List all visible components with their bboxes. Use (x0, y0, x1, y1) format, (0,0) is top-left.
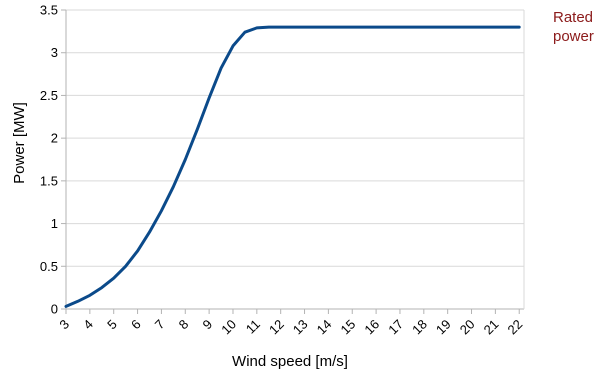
x-tick-label: 14 (314, 317, 335, 338)
y-tick-label: 1.5 (40, 173, 58, 188)
x-tick-label: 3 (56, 317, 72, 333)
y-tick-label: 0 (51, 302, 58, 317)
y-axis-title: Power [MW] (11, 102, 28, 184)
x-tick-label: 21 (481, 317, 502, 338)
series-line (64, 25, 521, 308)
y-tick-label: 3 (51, 45, 58, 60)
y-tick-label: 3.5 (40, 3, 58, 18)
y-tick-label: 2.5 (40, 88, 58, 103)
x-tick-label: 8 (176, 317, 192, 333)
y-tick-label: 1 (51, 216, 58, 231)
x-tick-label: 16 (361, 317, 382, 338)
rated-power-annotation: Rated power (553, 9, 594, 45)
series-group (64, 25, 521, 308)
x-tick-label: 5 (104, 317, 120, 333)
y-tick-label: 0.5 (40, 259, 58, 274)
x-tick-label: 15 (338, 317, 359, 338)
axes (61, 9, 525, 314)
x-tick-label: 11 (243, 317, 263, 337)
y-tick-label: 2 (51, 131, 58, 146)
x-tick-label: 20 (457, 317, 478, 338)
x-axis-title: Wind speed [m/s] (232, 353, 348, 370)
x-tick-label: 10 (218, 317, 239, 338)
x-tick-label: 4 (80, 317, 96, 333)
x-tick-label: 13 (290, 317, 311, 338)
x-tick-label: 12 (266, 317, 287, 338)
x-tick-label: 22 (505, 317, 526, 338)
x-tick-labels: 3 4 5 6 7 8 9 10 11 12 13 14 15 16 17 18 19 20 21 22 (56, 317, 525, 338)
x-tick-label: 9 (200, 317, 216, 333)
y-tick-labels: 0 0.5 1 1.5 2 2.5 3 3.5 (40, 3, 58, 317)
x-tick-label: 7 (152, 317, 168, 333)
x-tick-label: 17 (385, 317, 406, 338)
x-tick-label: 6 (128, 317, 144, 333)
grid-lines (66, 9, 524, 267)
x-tick-label: 18 (409, 317, 430, 338)
x-tick-label: 19 (433, 317, 454, 338)
